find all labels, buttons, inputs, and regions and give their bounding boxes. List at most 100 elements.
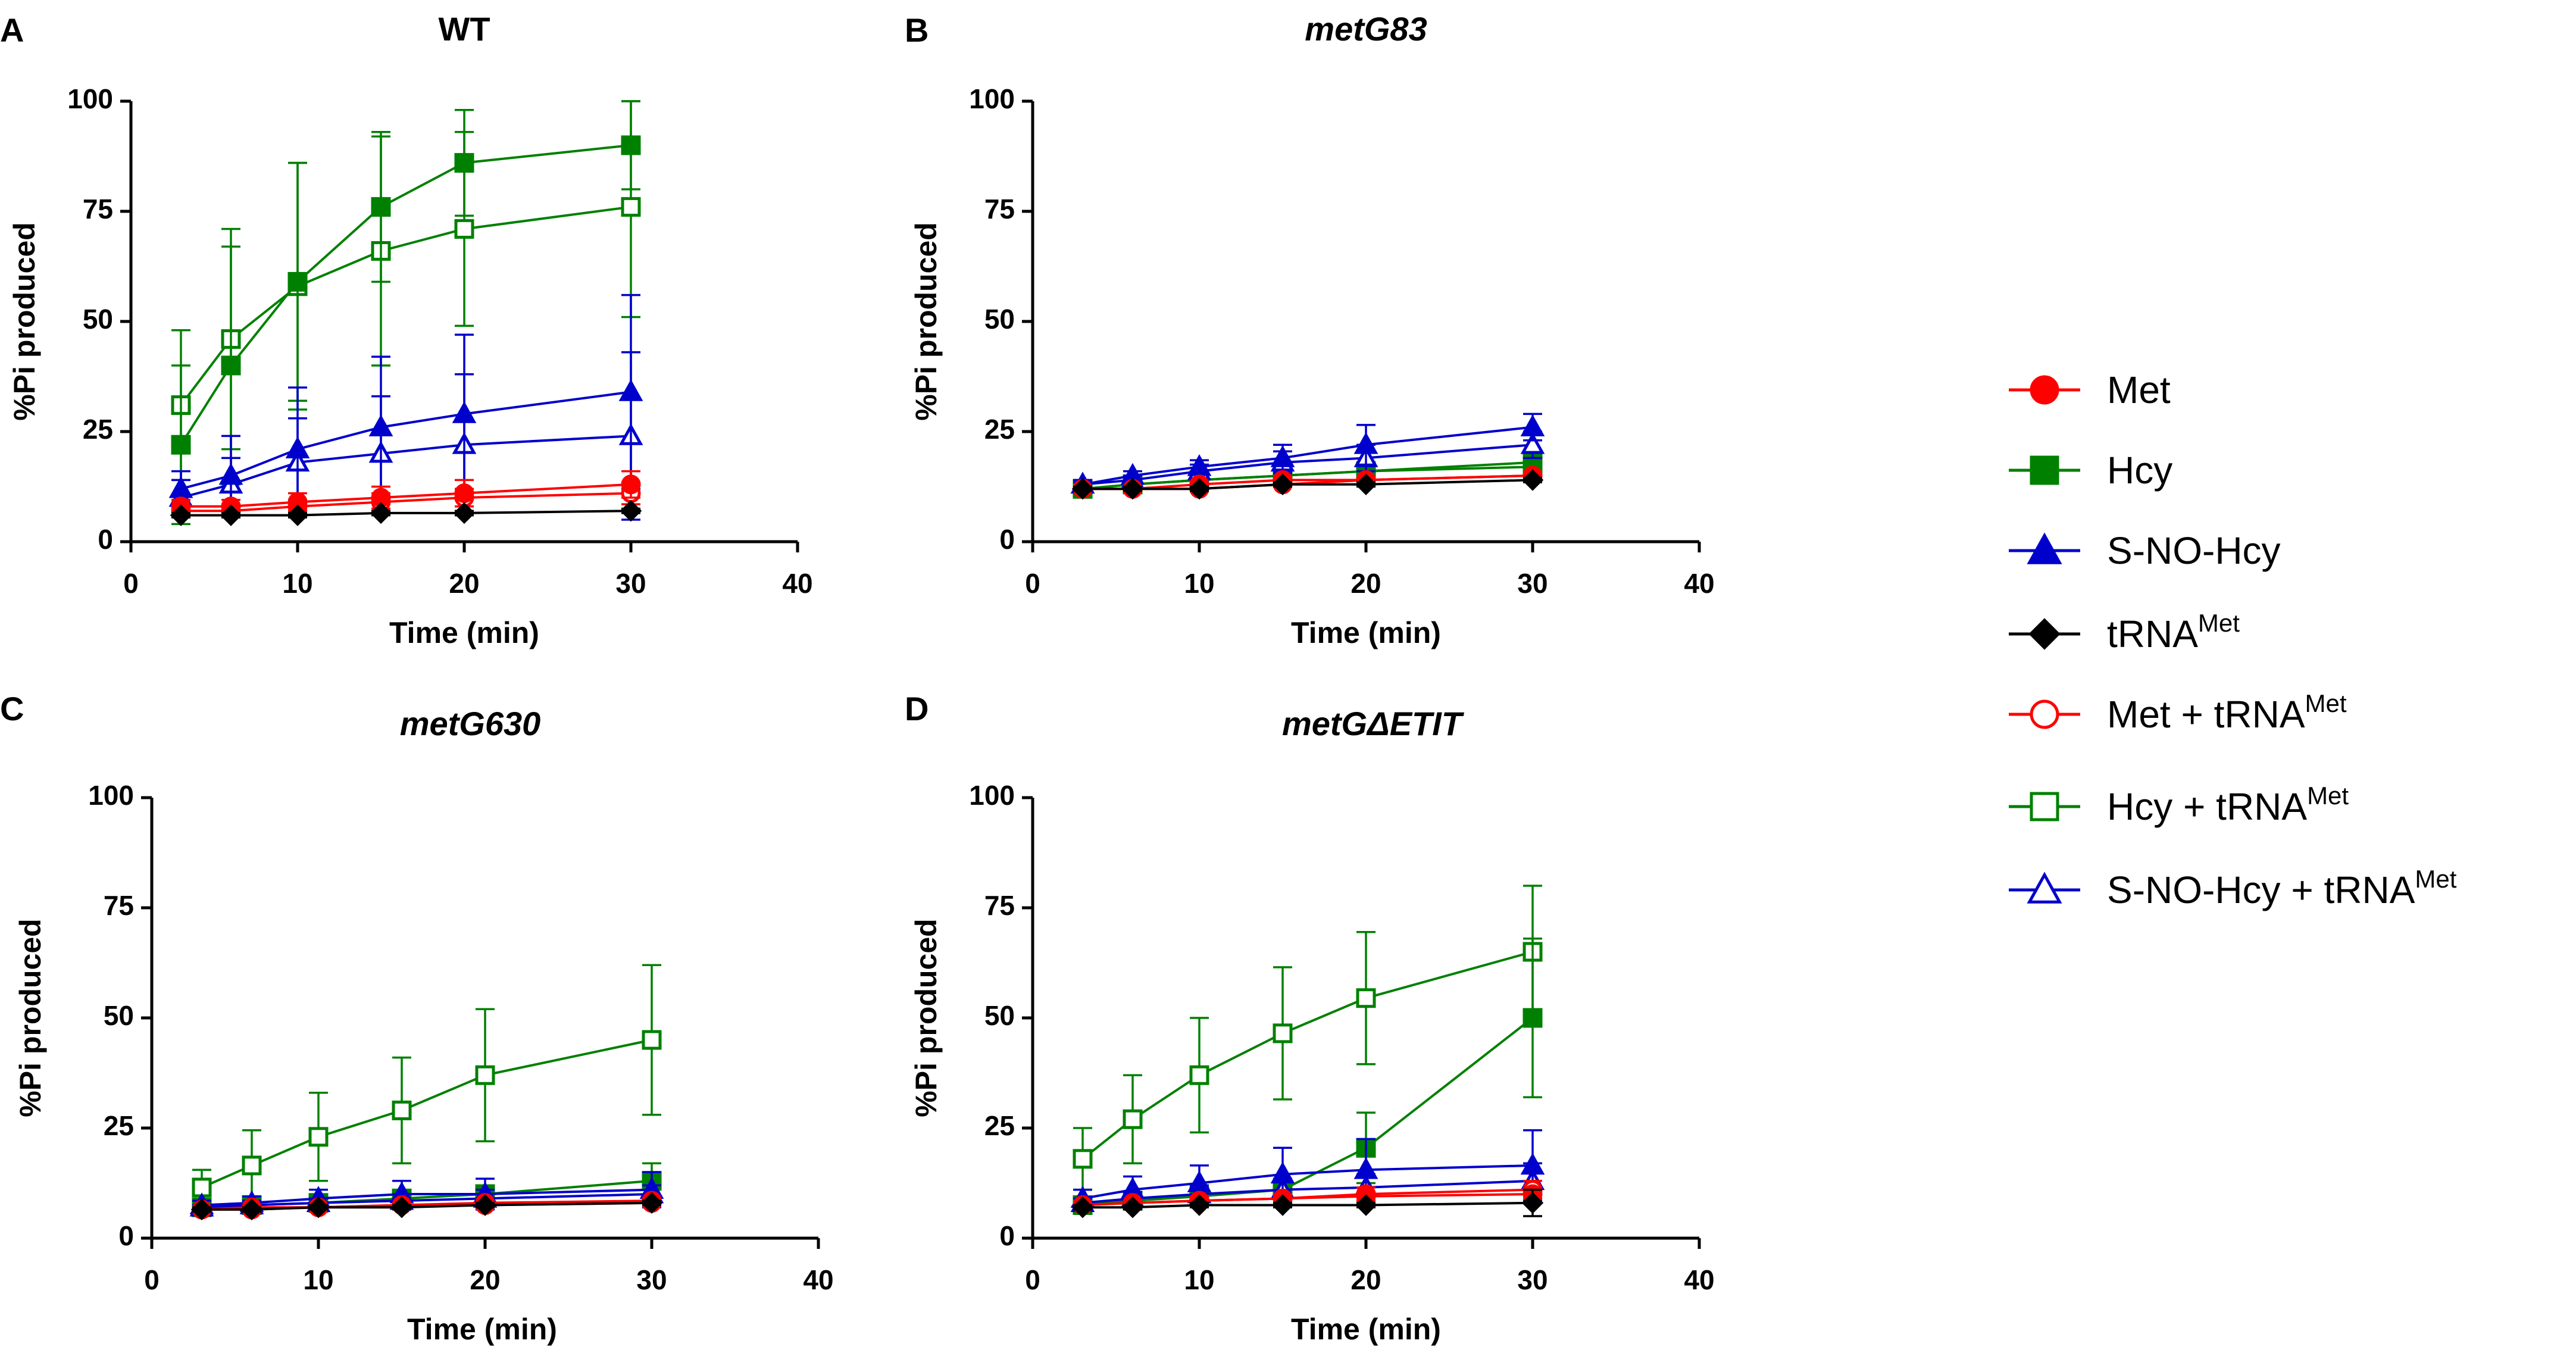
data-point [1187,454,1212,476]
series-line [201,1039,652,1189]
y-tick-label: 75 [104,890,134,921]
plot-area-b [1070,413,1545,500]
panel-title-c: metG630 [400,705,541,742]
legend-label-s-no-hcy: S-NO-Hcy [2107,529,2281,572]
legend-symbol [2027,532,2062,564]
series-trna [1071,1188,1544,1219]
data-point [1188,477,1211,500]
legend-marker-s-no-hcy-trna [2009,871,2080,904]
data-point [642,1030,662,1050]
legend-label-met: Met [2107,368,2171,411]
data-point [285,436,310,458]
axes-b [1022,99,1701,552]
x-tick-label: 40 [1684,1264,1714,1295]
y-tick-label: 75 [83,193,113,224]
y-tick-label: 50 [984,304,1015,335]
panel-b: B metG83 %Pi produced Time (min) 0 25 50… [905,10,1715,649]
y-tick-label: 25 [83,414,113,445]
y-tick-labels-c: 0 25 50 75 100 [88,780,134,1251]
plot-area-d [1070,885,1545,1219]
data-point [1520,1152,1545,1175]
x-tick-label: 30 [636,1264,667,1295]
data-point [621,135,641,155]
data-point [1073,1149,1093,1169]
axes-d [1022,796,1701,1249]
axes-a [120,99,799,552]
legend-label-trna: tRNAMet [2107,609,2240,655]
legend-item-hcy: Hcy [2009,449,2172,492]
panel-d: D metGΔETIT %Pi produced Time (min) 0 25… [905,690,1715,1346]
panel-title-a: WT [438,10,490,48]
y-tick-label: 100 [969,83,1015,114]
data-point [287,271,308,292]
y-tick-label: 25 [984,1110,1015,1141]
series-trna [1071,469,1544,500]
series-line [180,390,632,491]
legend-symbol [2030,455,2059,485]
panel-letter-d: D [905,690,929,727]
y-tick-label: 0 [118,1220,134,1251]
y-tick-label: 25 [104,1110,134,1141]
legend-item-s-no-hcy-trna: S-NO-Hcy + tRNAMet [2009,865,2457,911]
legend-item-met: Met [2009,368,2171,411]
legend-label-hcy: Hcy [2107,449,2172,492]
series-trna [190,1192,663,1221]
y-axis-label-c: %Pi produced [14,919,47,1117]
data-point [1188,1194,1211,1216]
y-tick-labels-d: 0 25 50 75 100 [969,780,1015,1251]
legend-marker-hcy-trna [2009,792,2080,821]
data-point [1520,432,1545,454]
data-point [1520,414,1545,436]
legend-marker-s-no-hcy [2009,532,2080,564]
x-tick-label: 30 [1517,568,1548,599]
y-tick-labels-b: 0 25 50 75 100 [969,83,1015,555]
data-point [475,1065,495,1085]
y-tick-label: 0 [98,524,113,555]
data-point [1521,1192,1544,1214]
x-tick-label: 0 [1025,568,1040,599]
series-line [1081,951,1533,1160]
x-tick-label: 0 [123,568,139,599]
legend-symbol [2030,792,2059,821]
legend-item-s-no-hcy: S-NO-Hcy [2009,529,2281,572]
panel-a: A WT %Pi produced Time (min) 0 25 50 75 … [0,10,813,649]
x-axis-label-a: Time (min) [389,616,539,649]
x-tick-label: 40 [803,1264,833,1295]
data-point [221,355,241,376]
data-point [392,1100,412,1120]
data-point [1271,1194,1294,1216]
data-point [1356,988,1376,1008]
legend-item-trna: tRNAMet [2009,609,2240,655]
data-point [220,504,242,526]
x-tick-labels-c: 0 10 20 30 40 [144,1264,833,1295]
x-tick-label: 30 [615,568,646,599]
x-axis-label-c: Time (min) [407,1313,557,1346]
data-point [1353,1157,1378,1179]
data-point [1071,477,1094,500]
series-trna [170,499,642,526]
x-tick-label: 0 [144,1264,160,1295]
x-tick-label: 0 [1025,1264,1040,1295]
data-point [1271,473,1294,496]
series-line [181,510,632,517]
data-point [1187,1170,1212,1192]
series-line [1082,1164,1533,1200]
data-point [308,1127,329,1147]
panel-title-d: metGΔETIT [1282,705,1465,742]
axes-c [141,796,820,1249]
x-axis-label-d: Time (min) [1291,1313,1441,1346]
series-hcy-trna [1073,885,1543,1191]
y-tick-label: 50 [83,304,113,335]
y-axis-label-d: %Pi produced [909,919,943,1117]
plot-area-c [189,964,664,1221]
data-point [171,435,191,455]
y-axis-label-a: %Pi produced [8,222,41,420]
series-line [180,435,632,499]
x-tick-label: 10 [1184,568,1214,599]
data-point [452,401,477,423]
y-axis-label-b: %Pi produced [909,222,943,420]
y-tick-label: 100 [969,780,1015,811]
data-point [621,197,641,217]
x-tick-labels-d: 0 10 20 30 40 [1025,1264,1714,1295]
